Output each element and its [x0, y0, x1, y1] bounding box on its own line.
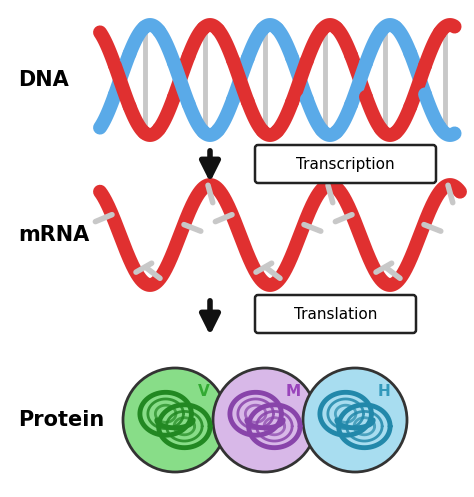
Text: Translation: Translation — [294, 307, 377, 322]
Circle shape — [123, 368, 227, 472]
Text: V: V — [198, 384, 210, 399]
Text: M: M — [286, 384, 301, 399]
FancyBboxPatch shape — [255, 145, 436, 183]
Text: DNA: DNA — [18, 70, 69, 90]
Circle shape — [213, 368, 317, 472]
Text: Transcription: Transcription — [296, 157, 395, 171]
Text: H: H — [377, 384, 390, 399]
FancyBboxPatch shape — [255, 295, 416, 333]
Circle shape — [303, 368, 407, 472]
Text: mRNA: mRNA — [18, 225, 89, 245]
Text: Protein: Protein — [18, 410, 104, 430]
